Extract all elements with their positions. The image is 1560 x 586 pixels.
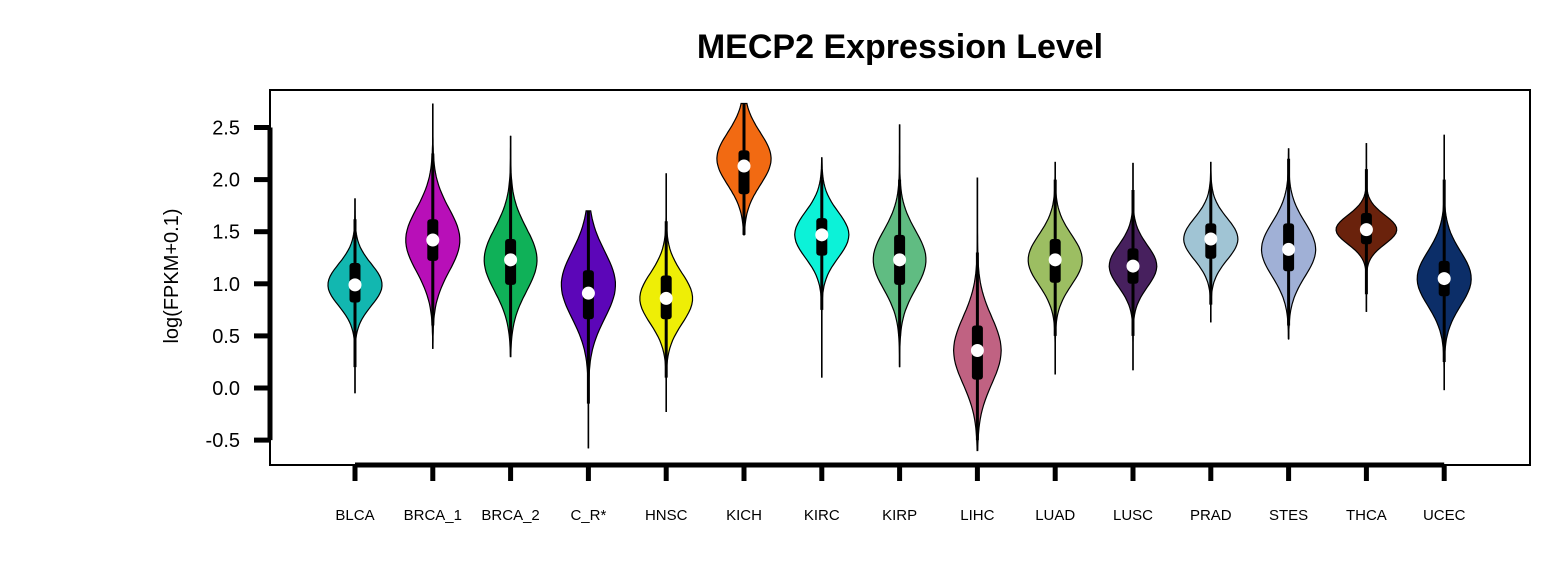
violin-median-point [1126, 259, 1140, 273]
y-tick-label: 2.0 [212, 170, 240, 192]
violin-blca [327, 198, 383, 394]
violin-median-point [348, 278, 362, 292]
violin-kirp [872, 124, 927, 368]
x-tick-label: LIHC [960, 507, 994, 524]
x-tick-label: LUAD [1035, 507, 1075, 524]
violin-median-point [1437, 272, 1451, 286]
violin-brca-2 [483, 135, 538, 358]
y-tick-label: 1.5 [212, 222, 240, 244]
violin-luad [1027, 161, 1083, 375]
x-tick-label: C_R* [570, 507, 606, 524]
violin-hnsc [639, 173, 694, 412]
violin-lusc [1108, 162, 1158, 371]
x-tick-label: THCA [1346, 507, 1387, 524]
violin-lihc [952, 177, 1002, 452]
violin-c-r- [560, 210, 616, 449]
y-axis-label: log(FPKM+0.1) [161, 208, 183, 343]
x-tick-label: KIRP [882, 507, 917, 524]
violin-brca-1 [405, 103, 461, 349]
y-axis: -0.5 0.0 0.5 1.0 1.5 2.0 2.5 [206, 118, 273, 452]
x-tick-label: HNSC [645, 507, 688, 524]
violin-ucec [1416, 134, 1472, 391]
x-tick-label: KICH [726, 507, 762, 524]
violin-median-point [504, 253, 518, 267]
x-tick-label: BLCA [335, 507, 374, 524]
violin-thca [1335, 143, 1398, 312]
violin-stes [1260, 148, 1317, 340]
violin-median-point [1048, 253, 1062, 267]
y-tick-label: 0.0 [212, 378, 240, 400]
x-tick-label: BRCA_1 [404, 507, 462, 524]
violin-median-point [659, 291, 673, 305]
violin-median-point [1204, 232, 1218, 246]
x-tick-label: LUSC [1113, 507, 1153, 524]
violin-median-point [970, 343, 984, 357]
violin-median-point [1282, 242, 1296, 256]
violin-median-point [1359, 223, 1373, 237]
violin-median-point [426, 233, 440, 247]
x-tick-label: BRCA_2 [481, 507, 539, 524]
violin-median-point [893, 253, 907, 267]
x-tick-label: STES [1269, 507, 1308, 524]
y-tick-label: 0.5 [212, 326, 240, 348]
x-tick-label: UCEC [1423, 507, 1466, 524]
violin-median-point [581, 286, 595, 300]
y-tick-label: 2.5 [212, 118, 240, 140]
y-tick-label: -0.5 [206, 430, 240, 452]
violin-median-point [737, 159, 751, 173]
x-tick-label: KIRC [804, 507, 840, 524]
violin-prad [1183, 161, 1239, 323]
x-tick-label: PRAD [1190, 507, 1232, 524]
x-axis: BLCA BRCA_1 BRCA_2 C_R* HNSC KICH KIRC KIRP LIHC… [335, 462, 1466, 524]
violin-kirc [794, 157, 850, 378]
y-tick-label: 1.0 [212, 274, 240, 296]
violins-layer [327, 102, 1472, 452]
chart-title: MECP2 Expression Level [697, 28, 1103, 66]
violin-median-point [815, 228, 829, 242]
violin-kich [716, 102, 772, 236]
